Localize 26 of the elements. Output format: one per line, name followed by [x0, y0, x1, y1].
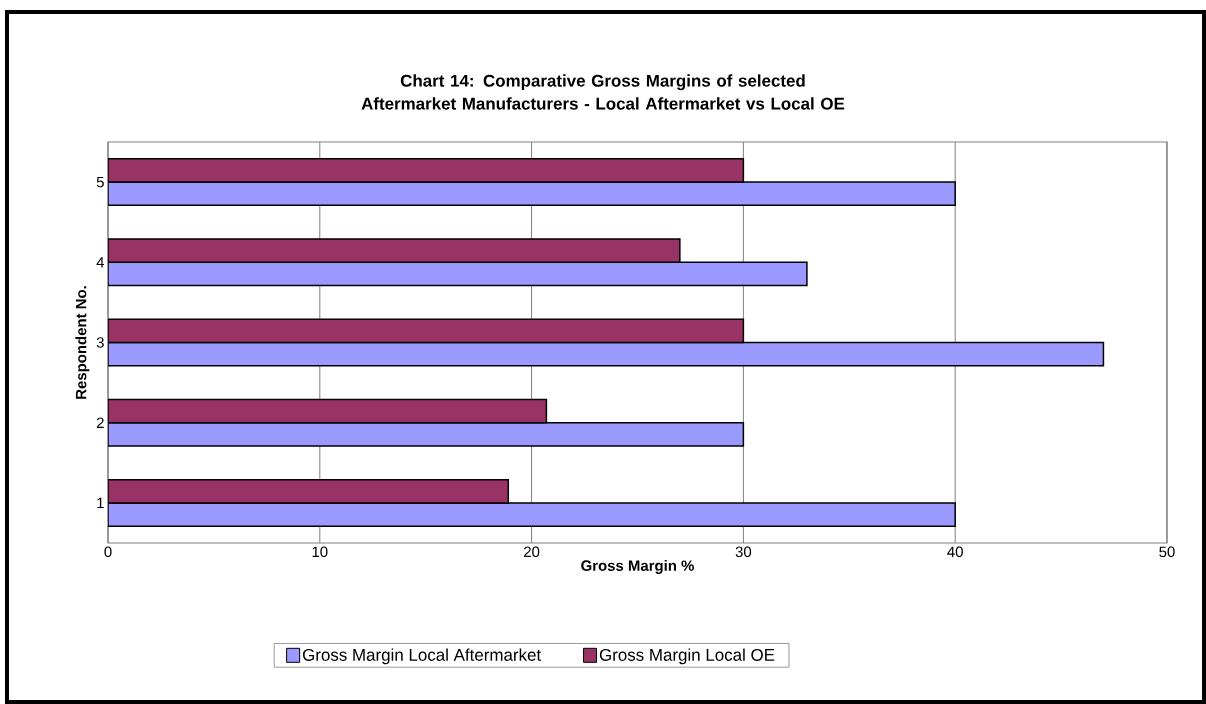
x-tick-label: 10: [312, 546, 328, 558]
chart-title: Chart 14: Comparative Gross Margins of selected Aftermarket Manufacturers - Local Aftermarket vs Local OE: [361, 74, 845, 110]
x-tick-label: 0: [104, 546, 112, 558]
y-axis-title: Respondent No.: [75, 286, 90, 399]
bar: [108, 502, 956, 527]
x-tick-label: 20: [524, 546, 540, 558]
x-tick-label: 40: [947, 546, 963, 558]
bar: [108, 181, 956, 207]
x-tick-label: 30: [735, 546, 752, 558]
bar: [108, 158, 745, 183]
y-tick-label: 3: [96, 337, 104, 348]
bar: [108, 421, 745, 447]
bar: [108, 478, 510, 504]
legend-label: Gross Margin Local Aftermarket: [302, 648, 542, 665]
bar: [108, 341, 1105, 367]
y-tick-label: 2: [96, 417, 104, 428]
legend-label: Gross Margin Local OE: [599, 648, 775, 665]
bar: [108, 238, 681, 264]
y-tick-label: 5: [96, 176, 104, 188]
y-tick-label: 4: [96, 257, 105, 268]
x-tick-label: 50: [1159, 546, 1175, 558]
y-tick-label: 1: [97, 497, 104, 509]
x-axis-title: Gross Margin %: [581, 559, 694, 574]
bar: [108, 398, 548, 424]
bar: [108, 318, 745, 344]
bar: [108, 261, 808, 287]
